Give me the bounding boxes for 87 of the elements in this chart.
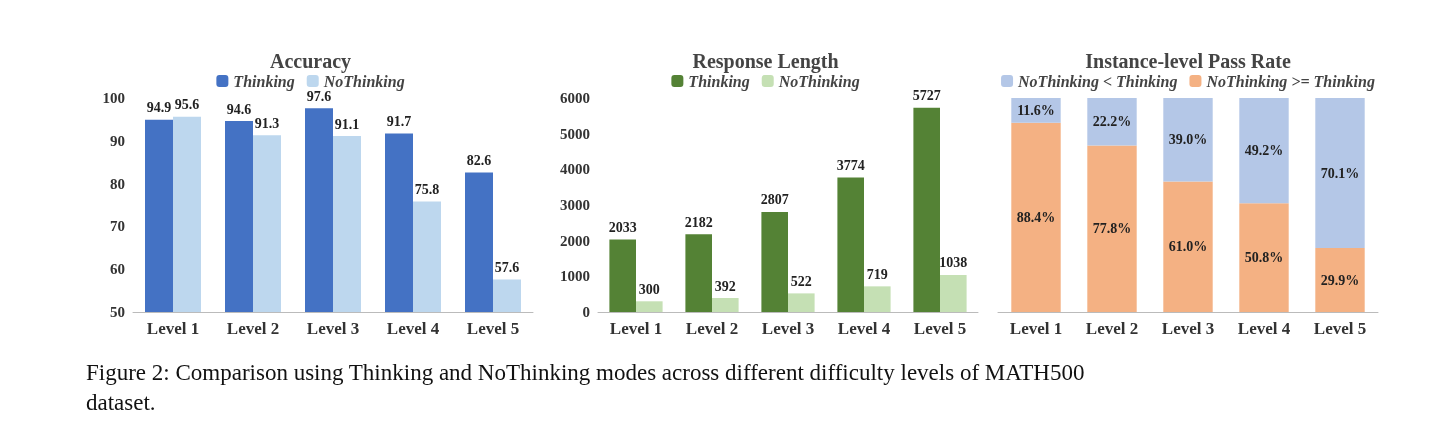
x-tick-label: Level 4	[1237, 319, 1291, 338]
x-tick-label: Level 5	[466, 319, 520, 338]
y-tick-label: 1000	[560, 268, 590, 285]
x-tick-label: Level 3	[1161, 319, 1215, 338]
bar	[685, 234, 712, 312]
bar	[609, 239, 636, 312]
chart-title: Accuracy	[269, 50, 352, 73]
x-tick-label: Level 5	[913, 319, 967, 338]
data-label: 49.2%	[1244, 143, 1284, 159]
caption: Figure 2: Comparison using Thinking and NoThinking modes across different difficulty levels of MATH500 dataset.	[86, 359, 1086, 417]
data-label: 95.6	[174, 97, 200, 113]
data-label: 5727	[912, 88, 941, 104]
bar	[1239, 203, 1289, 312]
data-label: 97.6	[306, 88, 332, 104]
y-tick-label: 2000	[560, 232, 590, 249]
x-tick-label: Level 2	[685, 319, 739, 338]
y-tick-label: 90	[110, 132, 125, 149]
data-label: 719	[866, 266, 888, 282]
data-label: 94.6	[226, 101, 252, 117]
data-label: 91.3	[254, 115, 280, 131]
y-tick-label: 4000	[560, 161, 590, 178]
y-tick-label: 5000	[560, 125, 590, 142]
data-label: 91.1	[334, 116, 360, 132]
data-label: 70.1%	[1320, 165, 1360, 181]
x-tick-label: Level 1	[609, 319, 663, 338]
data-label: 61.0%	[1168, 239, 1208, 255]
y-tick-label: 50	[110, 304, 125, 320]
bar	[1011, 122, 1061, 312]
bar	[1315, 248, 1365, 312]
data-label: 22.2%	[1092, 114, 1132, 130]
bar	[1087, 145, 1137, 312]
bar	[1239, 98, 1289, 204]
data-label: 94.9	[146, 100, 172, 116]
bar	[940, 274, 967, 312]
x-tick-label: Level 1	[1009, 319, 1063, 338]
data-label: 2033	[608, 219, 637, 235]
bar	[712, 298, 739, 312]
bar	[913, 107, 940, 312]
data-label: 1038	[939, 255, 968, 271]
x-tick-label: Level 3	[761, 319, 815, 338]
data-label: 300	[638, 281, 660, 297]
x-tick-label: Level 4	[386, 319, 440, 338]
legend-label: NoThinking >= Thinking	[1205, 72, 1375, 91]
data-label: 2807	[760, 192, 789, 208]
x-tick-label: Level 2	[226, 319, 280, 338]
data-label: 11.6%	[1017, 102, 1055, 118]
data-label: 88.4%	[1016, 209, 1056, 225]
y-tick-label: 100	[102, 90, 125, 106]
bar	[864, 286, 891, 312]
bar	[761, 211, 788, 312]
bar	[1315, 98, 1365, 249]
data-label: 57.6	[494, 259, 520, 275]
y-tick-label: 3000	[560, 197, 590, 213]
bar	[788, 293, 815, 312]
legend-label: NoThinking < Thinking	[1017, 72, 1178, 91]
legend-label: NoThinking	[322, 72, 405, 91]
y-tick-label: 6000	[560, 90, 590, 106]
data-label: 392	[714, 278, 736, 294]
x-tick-label: Level 3	[306, 319, 360, 338]
data-label: 522	[790, 273, 812, 289]
bar	[636, 301, 663, 312]
chart-title: Response Length	[692, 50, 839, 73]
data-label: 50.8%	[1244, 250, 1284, 266]
legend-label: NoThinking	[777, 72, 860, 91]
data-label: 39.0%	[1168, 132, 1208, 148]
x-tick-label: Level 4	[837, 319, 891, 338]
data-label: 75.8	[414, 182, 440, 198]
data-label: 77.8%	[1092, 221, 1132, 237]
data-label: 3774	[836, 157, 865, 173]
bar	[837, 177, 864, 312]
data-label: 91.7	[386, 114, 412, 130]
chart-title: Instance-level Pass Rate	[1085, 50, 1291, 72]
y-tick-label: 0	[582, 304, 590, 320]
legend-label: Thinking	[233, 72, 295, 91]
x-tick-label: Level 5	[1313, 319, 1367, 338]
bar	[1163, 181, 1213, 312]
legend-label: Thinking	[688, 72, 750, 91]
data-label: 82.6	[466, 152, 492, 168]
x-tick-label: Level 2	[1085, 319, 1139, 338]
x-tick-label: Level 1	[146, 319, 200, 338]
bar	[1087, 98, 1137, 146]
data-label: 29.9%	[1320, 272, 1360, 288]
y-tick-label: 80	[110, 175, 125, 192]
y-tick-label: 60	[110, 261, 125, 278]
y-tick-label: 70	[110, 218, 125, 235]
bar	[1163, 98, 1213, 182]
data-label: 2182	[684, 214, 713, 230]
